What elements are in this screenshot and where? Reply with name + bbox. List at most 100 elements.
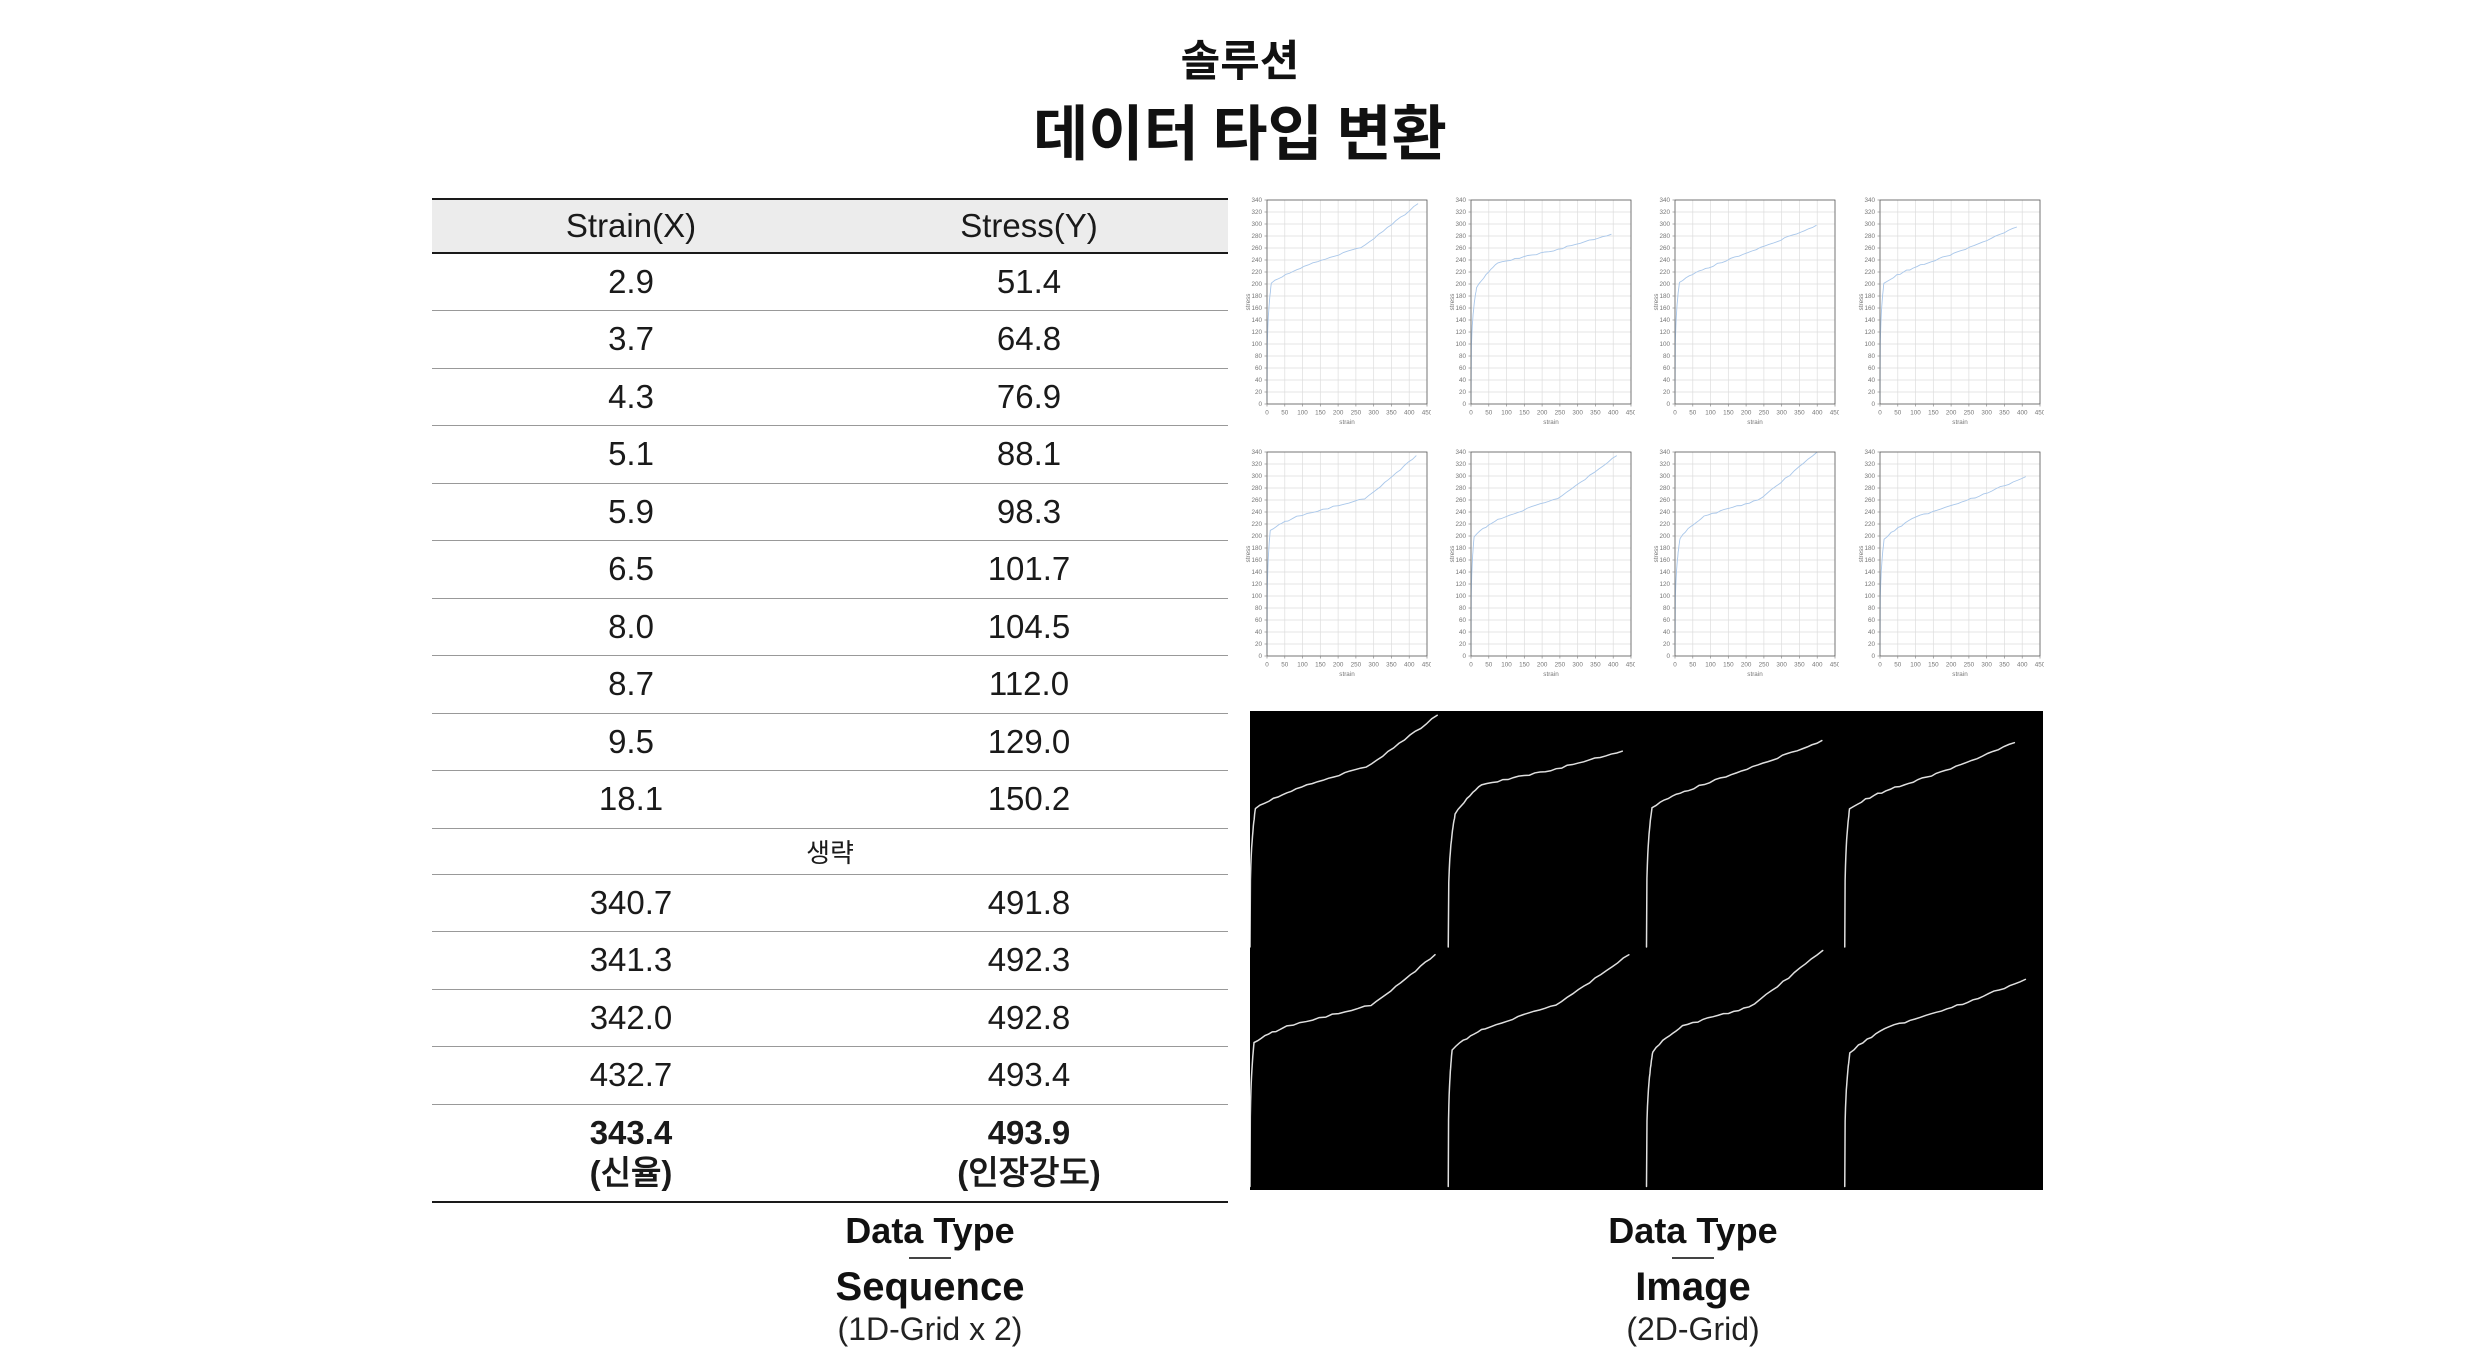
svg-text:120: 120 bbox=[1251, 329, 1262, 336]
svg-text:strain: strain bbox=[1952, 671, 1968, 678]
svg-text:140: 140 bbox=[1864, 317, 1875, 324]
svg-text:200: 200 bbox=[1333, 410, 1344, 417]
svg-text:20: 20 bbox=[1459, 389, 1467, 396]
svg-text:350: 350 bbox=[1590, 661, 1601, 668]
svg-text:0: 0 bbox=[1469, 661, 1473, 668]
svg-text:400: 400 bbox=[2016, 661, 2027, 668]
svg-text:340: 340 bbox=[1660, 449, 1671, 456]
svg-text:100: 100 bbox=[1251, 593, 1262, 600]
svg-text:0: 0 bbox=[1674, 661, 1678, 668]
svg-text:280: 280 bbox=[1660, 485, 1671, 492]
svg-text:stress: stress bbox=[1449, 294, 1456, 311]
svg-text:160: 160 bbox=[1864, 305, 1875, 312]
svg-text:240: 240 bbox=[1251, 509, 1262, 516]
svg-text:120: 120 bbox=[1864, 329, 1875, 336]
svg-text:250: 250 bbox=[1351, 410, 1362, 417]
svg-text:320: 320 bbox=[1456, 209, 1467, 216]
svg-text:0: 0 bbox=[1265, 410, 1269, 417]
svg-text:400: 400 bbox=[1608, 661, 1619, 668]
svg-text:stress: stress bbox=[1449, 545, 1456, 562]
svg-text:100: 100 bbox=[1456, 341, 1467, 348]
svg-text:200: 200 bbox=[1333, 661, 1344, 668]
svg-text:260: 260 bbox=[1660, 245, 1671, 252]
svg-text:150: 150 bbox=[1519, 661, 1530, 668]
svg-text:120: 120 bbox=[1456, 581, 1467, 588]
svg-text:stress: stress bbox=[1245, 545, 1252, 562]
svg-text:340: 340 bbox=[1660, 197, 1671, 204]
svg-text:450: 450 bbox=[1830, 661, 1839, 668]
svg-text:400: 400 bbox=[1812, 661, 1823, 668]
svg-text:20: 20 bbox=[1867, 389, 1875, 396]
svg-text:80: 80 bbox=[1255, 353, 1263, 360]
svg-text:200: 200 bbox=[1864, 533, 1875, 540]
svg-text:300: 300 bbox=[1456, 221, 1467, 228]
svg-text:240: 240 bbox=[1456, 509, 1467, 516]
svg-text:220: 220 bbox=[1251, 269, 1262, 276]
svg-text:300: 300 bbox=[1251, 473, 1262, 480]
svg-text:100: 100 bbox=[1706, 410, 1717, 417]
svg-text:40: 40 bbox=[1867, 377, 1875, 384]
svg-text:250: 250 bbox=[1759, 661, 1770, 668]
svg-text:300: 300 bbox=[1777, 410, 1788, 417]
svg-text:60: 60 bbox=[1255, 365, 1263, 372]
svg-text:350: 350 bbox=[1386, 661, 1397, 668]
svg-text:180: 180 bbox=[1864, 293, 1875, 300]
svg-text:260: 260 bbox=[1456, 245, 1467, 252]
svg-text:100: 100 bbox=[1660, 341, 1671, 348]
svg-text:350: 350 bbox=[1999, 410, 2010, 417]
svg-text:300: 300 bbox=[1368, 661, 1379, 668]
svg-text:200: 200 bbox=[1660, 281, 1671, 288]
svg-text:180: 180 bbox=[1251, 293, 1262, 300]
svg-text:450: 450 bbox=[1422, 661, 1431, 668]
svg-text:strain: strain bbox=[1748, 419, 1764, 426]
svg-text:180: 180 bbox=[1251, 545, 1262, 552]
svg-text:180: 180 bbox=[1864, 545, 1875, 552]
svg-text:280: 280 bbox=[1864, 485, 1875, 492]
svg-text:320: 320 bbox=[1456, 461, 1467, 468]
svg-text:0: 0 bbox=[1469, 410, 1473, 417]
svg-text:250: 250 bbox=[1555, 410, 1566, 417]
svg-text:150: 150 bbox=[1315, 661, 1326, 668]
svg-text:100: 100 bbox=[1501, 661, 1512, 668]
svg-text:200: 200 bbox=[1741, 661, 1752, 668]
svg-text:300: 300 bbox=[1981, 661, 1992, 668]
svg-text:180: 180 bbox=[1456, 545, 1467, 552]
svg-text:20: 20 bbox=[1663, 389, 1671, 396]
svg-text:450: 450 bbox=[1422, 410, 1431, 417]
svg-text:160: 160 bbox=[1456, 557, 1467, 564]
svg-text:0: 0 bbox=[1674, 410, 1678, 417]
svg-text:320: 320 bbox=[1660, 209, 1671, 216]
svg-text:60: 60 bbox=[1255, 617, 1263, 624]
svg-text:400: 400 bbox=[1404, 661, 1415, 668]
svg-text:300: 300 bbox=[1864, 473, 1875, 480]
svg-text:160: 160 bbox=[1660, 557, 1671, 564]
svg-text:240: 240 bbox=[1251, 257, 1262, 264]
svg-text:strain: strain bbox=[1543, 419, 1559, 426]
svg-text:0: 0 bbox=[1258, 653, 1262, 660]
svg-text:240: 240 bbox=[1660, 257, 1671, 264]
svg-text:240: 240 bbox=[1864, 509, 1875, 516]
svg-text:50: 50 bbox=[1485, 410, 1493, 417]
svg-text:stress: stress bbox=[1858, 294, 1865, 311]
svg-text:140: 140 bbox=[1251, 317, 1262, 324]
svg-text:350: 350 bbox=[1386, 410, 1397, 417]
svg-text:200: 200 bbox=[1945, 410, 1956, 417]
svg-text:stress: stress bbox=[1653, 545, 1660, 562]
svg-text:20: 20 bbox=[1867, 641, 1875, 648]
svg-text:40: 40 bbox=[1255, 377, 1263, 384]
svg-text:40: 40 bbox=[1255, 629, 1263, 636]
svg-text:40: 40 bbox=[1663, 629, 1671, 636]
svg-text:280: 280 bbox=[1456, 233, 1467, 240]
svg-text:340: 340 bbox=[1456, 449, 1467, 456]
svg-text:150: 150 bbox=[1723, 410, 1734, 417]
svg-text:300: 300 bbox=[1777, 661, 1788, 668]
svg-text:300: 300 bbox=[1981, 410, 1992, 417]
svg-text:350: 350 bbox=[1794, 410, 1805, 417]
svg-text:260: 260 bbox=[1251, 245, 1262, 252]
svg-text:100: 100 bbox=[1864, 341, 1875, 348]
svg-text:150: 150 bbox=[1928, 410, 1939, 417]
svg-text:120: 120 bbox=[1660, 329, 1671, 336]
svg-text:50: 50 bbox=[1894, 410, 1902, 417]
svg-text:80: 80 bbox=[1867, 353, 1875, 360]
svg-text:80: 80 bbox=[1255, 605, 1263, 612]
